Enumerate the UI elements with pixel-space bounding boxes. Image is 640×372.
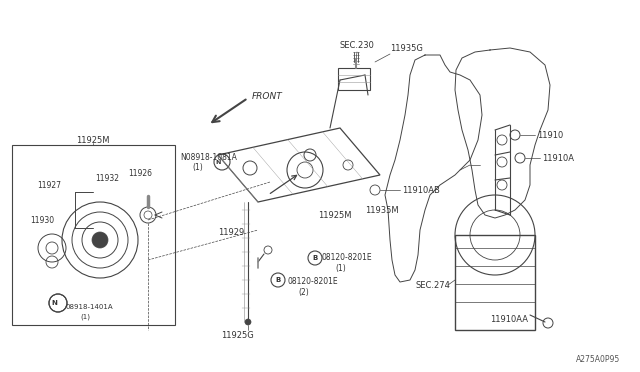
Text: 11935M: 11935M bbox=[365, 205, 399, 215]
Bar bbox=[12, 145, 175, 325]
Circle shape bbox=[271, 273, 285, 287]
Text: (1): (1) bbox=[192, 163, 203, 171]
Bar bbox=[338, 68, 370, 90]
Text: 11925M: 11925M bbox=[318, 211, 351, 219]
Text: N: N bbox=[51, 300, 57, 306]
Text: 11925G: 11925G bbox=[221, 330, 253, 340]
Circle shape bbox=[245, 319, 251, 325]
Text: SEC.274: SEC.274 bbox=[415, 280, 450, 289]
Text: 11929: 11929 bbox=[218, 228, 244, 237]
Circle shape bbox=[92, 232, 108, 248]
Text: 11925M: 11925M bbox=[76, 135, 109, 144]
Text: FRONT: FRONT bbox=[252, 92, 283, 100]
Text: 11910A: 11910A bbox=[542, 154, 574, 163]
Text: (2): (2) bbox=[298, 288, 308, 296]
Circle shape bbox=[308, 251, 322, 265]
Text: B: B bbox=[275, 277, 280, 283]
Text: 11910AB: 11910AB bbox=[402, 186, 440, 195]
Text: 11926: 11926 bbox=[128, 169, 152, 177]
Text: A275A0P95: A275A0P95 bbox=[576, 356, 620, 365]
Text: SEC.230: SEC.230 bbox=[340, 41, 374, 49]
Text: B: B bbox=[312, 255, 317, 261]
Text: 11910: 11910 bbox=[537, 131, 563, 140]
Text: 11932: 11932 bbox=[95, 173, 119, 183]
Text: 08918-1401A: 08918-1401A bbox=[65, 304, 113, 310]
Text: 11910AA: 11910AA bbox=[490, 315, 528, 324]
Text: 11930: 11930 bbox=[30, 215, 54, 224]
Text: N08918-1081A: N08918-1081A bbox=[180, 153, 237, 161]
Text: (1): (1) bbox=[335, 263, 346, 273]
Text: (1): (1) bbox=[80, 314, 90, 320]
Bar bbox=[455, 235, 535, 330]
Text: 08120-8201E: 08120-8201E bbox=[287, 278, 338, 286]
Text: 08120-8201E: 08120-8201E bbox=[322, 253, 372, 263]
Text: N: N bbox=[215, 160, 221, 164]
Text: 11935G: 11935G bbox=[390, 44, 423, 52]
Text: 11927: 11927 bbox=[37, 180, 61, 189]
